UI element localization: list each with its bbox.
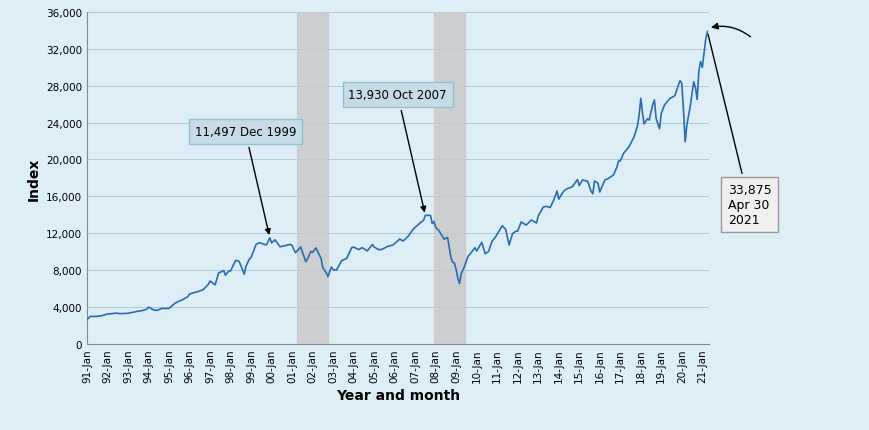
Y-axis label: Index: Index	[26, 157, 41, 200]
X-axis label: Year and month: Year and month	[335, 388, 460, 402]
Bar	[434, 13, 464, 344]
Text: 13,930 Oct 2007: 13,930 Oct 2007	[348, 89, 447, 212]
Bar	[297, 13, 328, 344]
Text: 33,875
Apr 30
2021: 33,875 Apr 30 2021	[707, 35, 771, 226]
Text: 11,497 Dec 1999: 11,497 Dec 1999	[195, 126, 295, 234]
